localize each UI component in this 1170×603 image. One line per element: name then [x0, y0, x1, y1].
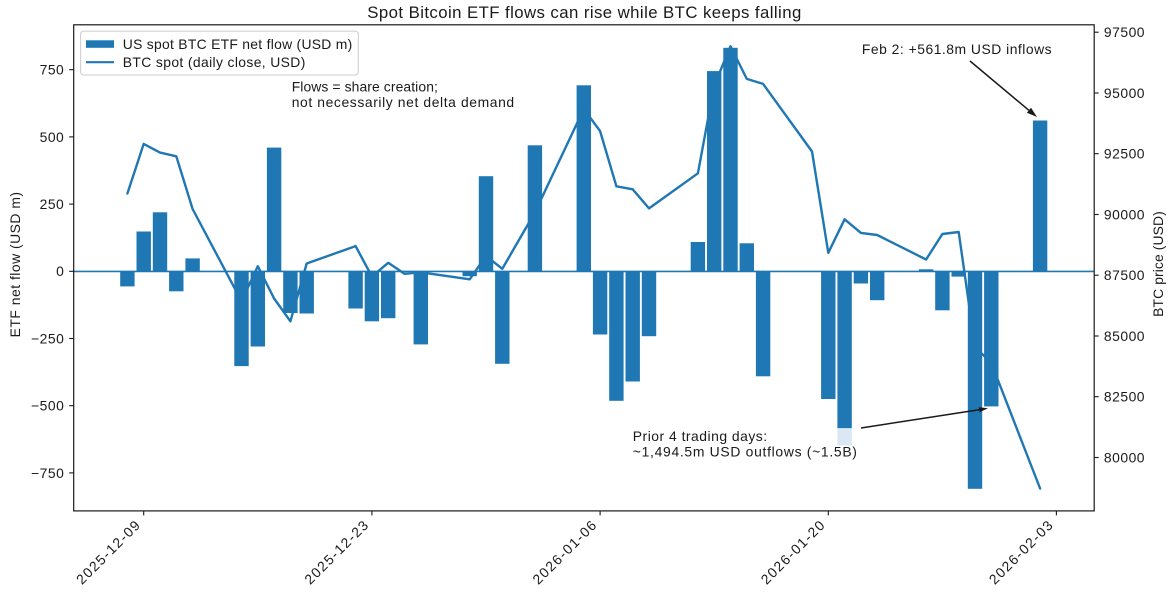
svg-text:92500: 92500	[1104, 146, 1145, 162]
svg-text:95000: 95000	[1104, 85, 1145, 101]
svg-text:~1,494.5m USD outflows (~1.5B): ~1,494.5m USD outflows (~1.5B)	[633, 444, 858, 460]
svg-text:0: 0	[56, 263, 64, 279]
svg-text:87500: 87500	[1104, 267, 1145, 283]
svg-text:ETF net flow (USD m): ETF net flow (USD m)	[7, 191, 23, 337]
svg-text:97500: 97500	[1104, 24, 1145, 40]
svg-text:−750: −750	[31, 465, 64, 481]
svg-text:80000: 80000	[1104, 449, 1145, 465]
svg-text:Flows = share creation;: Flows = share creation;	[292, 79, 438, 95]
svg-text:500: 500	[40, 129, 65, 145]
svg-text:82500: 82500	[1104, 389, 1145, 405]
svg-text:not necessarily net delta dema: not necessarily net delta demand	[292, 94, 515, 110]
svg-text:BTC spot (daily close, USD): BTC spot (daily close, USD)	[123, 54, 306, 70]
svg-text:90000: 90000	[1104, 206, 1145, 222]
svg-text:BTC price (USD): BTC price (USD)	[1150, 211, 1166, 317]
svg-text:Spot Bitcoin ETF flows can ris: Spot Bitcoin ETF flows can rise while BT…	[367, 3, 801, 22]
svg-text:−250: −250	[31, 330, 64, 346]
svg-text:85000: 85000	[1104, 328, 1145, 344]
svg-text:US spot BTC ETF net flow (USD: US spot BTC ETF net flow (USD m)	[123, 36, 353, 52]
svg-text:Feb 2: +561.8m USD inflows: Feb 2: +561.8m USD inflows	[862, 41, 1052, 57]
svg-text:250: 250	[40, 196, 65, 212]
svg-text:750: 750	[40, 62, 65, 78]
svg-text:Prior 4 trading days:: Prior 4 trading days:	[633, 428, 768, 444]
svg-text:−500: −500	[31, 398, 64, 414]
